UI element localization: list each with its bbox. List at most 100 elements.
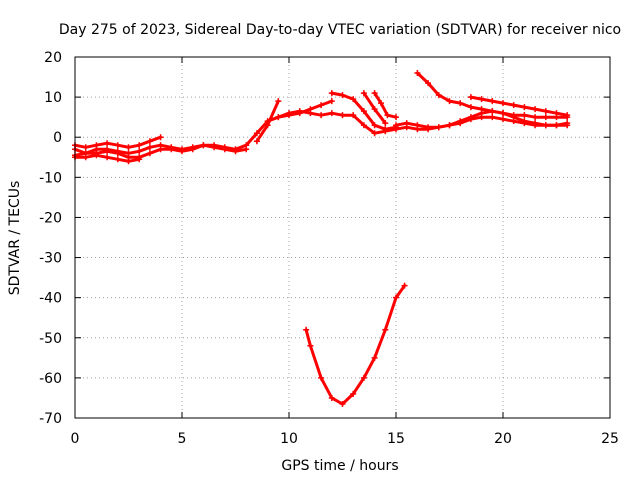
data-point (350, 96, 357, 103)
data-point (553, 122, 560, 129)
data-point (189, 144, 196, 151)
data-point (136, 142, 143, 149)
x-tick-label: 5 (178, 431, 187, 447)
x-tick-label: 10 (280, 431, 298, 447)
data-point (296, 110, 303, 117)
data-point (243, 146, 250, 153)
data-point (521, 104, 528, 111)
data-point (542, 114, 549, 121)
data-point (532, 120, 539, 127)
x-tick-label: 15 (387, 431, 405, 447)
data-point (467, 114, 474, 121)
data-point (93, 142, 100, 149)
data-point (393, 294, 399, 301)
grid-lines (75, 57, 610, 418)
data-point (382, 126, 389, 133)
data-point (467, 104, 474, 111)
data-point (446, 122, 453, 129)
y-tick-label: 0 (53, 130, 62, 146)
data-point (157, 142, 164, 149)
data-point (467, 94, 474, 101)
axis-ticks: 0 5 10 15 20 25 -70 -60 -50 -40 -30 -20 -10 0 10 20 (39, 50, 619, 447)
data-point (350, 390, 357, 397)
data-point (489, 114, 496, 121)
series-track-9 (373, 91, 398, 119)
data-point (318, 112, 325, 119)
data-point (457, 100, 464, 107)
data-point (478, 96, 485, 103)
data-point (384, 112, 391, 119)
data-point (146, 150, 153, 157)
data-point (564, 112, 571, 119)
y-tick-label: -50 (39, 331, 62, 347)
y-tick-label: 20 (44, 50, 62, 66)
y-tick-label: -70 (39, 411, 62, 427)
data-point (318, 102, 325, 109)
data-point (125, 158, 132, 165)
data-point (446, 98, 453, 105)
data-point (275, 114, 282, 121)
data-point (360, 108, 367, 115)
data-point (328, 394, 335, 401)
data-point (393, 122, 399, 129)
data-series (72, 70, 571, 407)
data-point (275, 98, 282, 105)
data-point (425, 124, 432, 131)
series-track-13 (304, 284, 407, 406)
data-point (93, 152, 100, 159)
data-point (393, 114, 399, 121)
data-point (435, 124, 442, 131)
data-point (489, 108, 496, 115)
data-point (157, 134, 164, 141)
data-point (371, 122, 378, 129)
data-point (378, 100, 385, 107)
data-point (232, 148, 239, 155)
data-point (500, 116, 506, 123)
data-point (136, 156, 143, 163)
data-point (307, 342, 314, 349)
data-point (414, 122, 421, 129)
data-point (510, 114, 517, 121)
data-point (318, 374, 325, 381)
data-point (371, 130, 378, 137)
data-point (489, 98, 496, 105)
data-point (360, 90, 367, 97)
data-point (564, 122, 571, 129)
data-point (371, 354, 378, 361)
data-point (401, 282, 408, 289)
data-point (114, 156, 121, 163)
data-point (500, 110, 506, 117)
series-track-11 (469, 95, 569, 117)
data-point (532, 106, 539, 113)
x-tick-label: 20 (494, 431, 512, 447)
data-point (114, 148, 121, 155)
data-point (136, 148, 143, 155)
y-tick-label: -10 (39, 170, 62, 186)
data-point (542, 122, 549, 129)
data-point (82, 144, 89, 151)
data-point (125, 150, 132, 157)
data-point (221, 146, 228, 153)
data-point (521, 112, 528, 119)
data-point (114, 142, 121, 149)
data-point (253, 138, 260, 145)
data-point (382, 120, 389, 127)
data-point (360, 374, 367, 381)
data-point (457, 118, 464, 125)
data-point (339, 112, 346, 119)
data-point (328, 110, 335, 117)
y-tick-label: -40 (39, 291, 62, 307)
data-point (104, 140, 111, 147)
y-tick-label: -20 (39, 210, 62, 226)
y-tick-label: -30 (39, 251, 62, 267)
data-point (339, 92, 346, 99)
data-point (382, 326, 389, 333)
data-point (425, 80, 432, 87)
data-point (253, 130, 260, 137)
y-tick-label: -60 (39, 371, 62, 387)
data-point (82, 154, 89, 161)
data-point (435, 92, 442, 99)
data-point (303, 326, 310, 333)
data-point (350, 112, 357, 119)
